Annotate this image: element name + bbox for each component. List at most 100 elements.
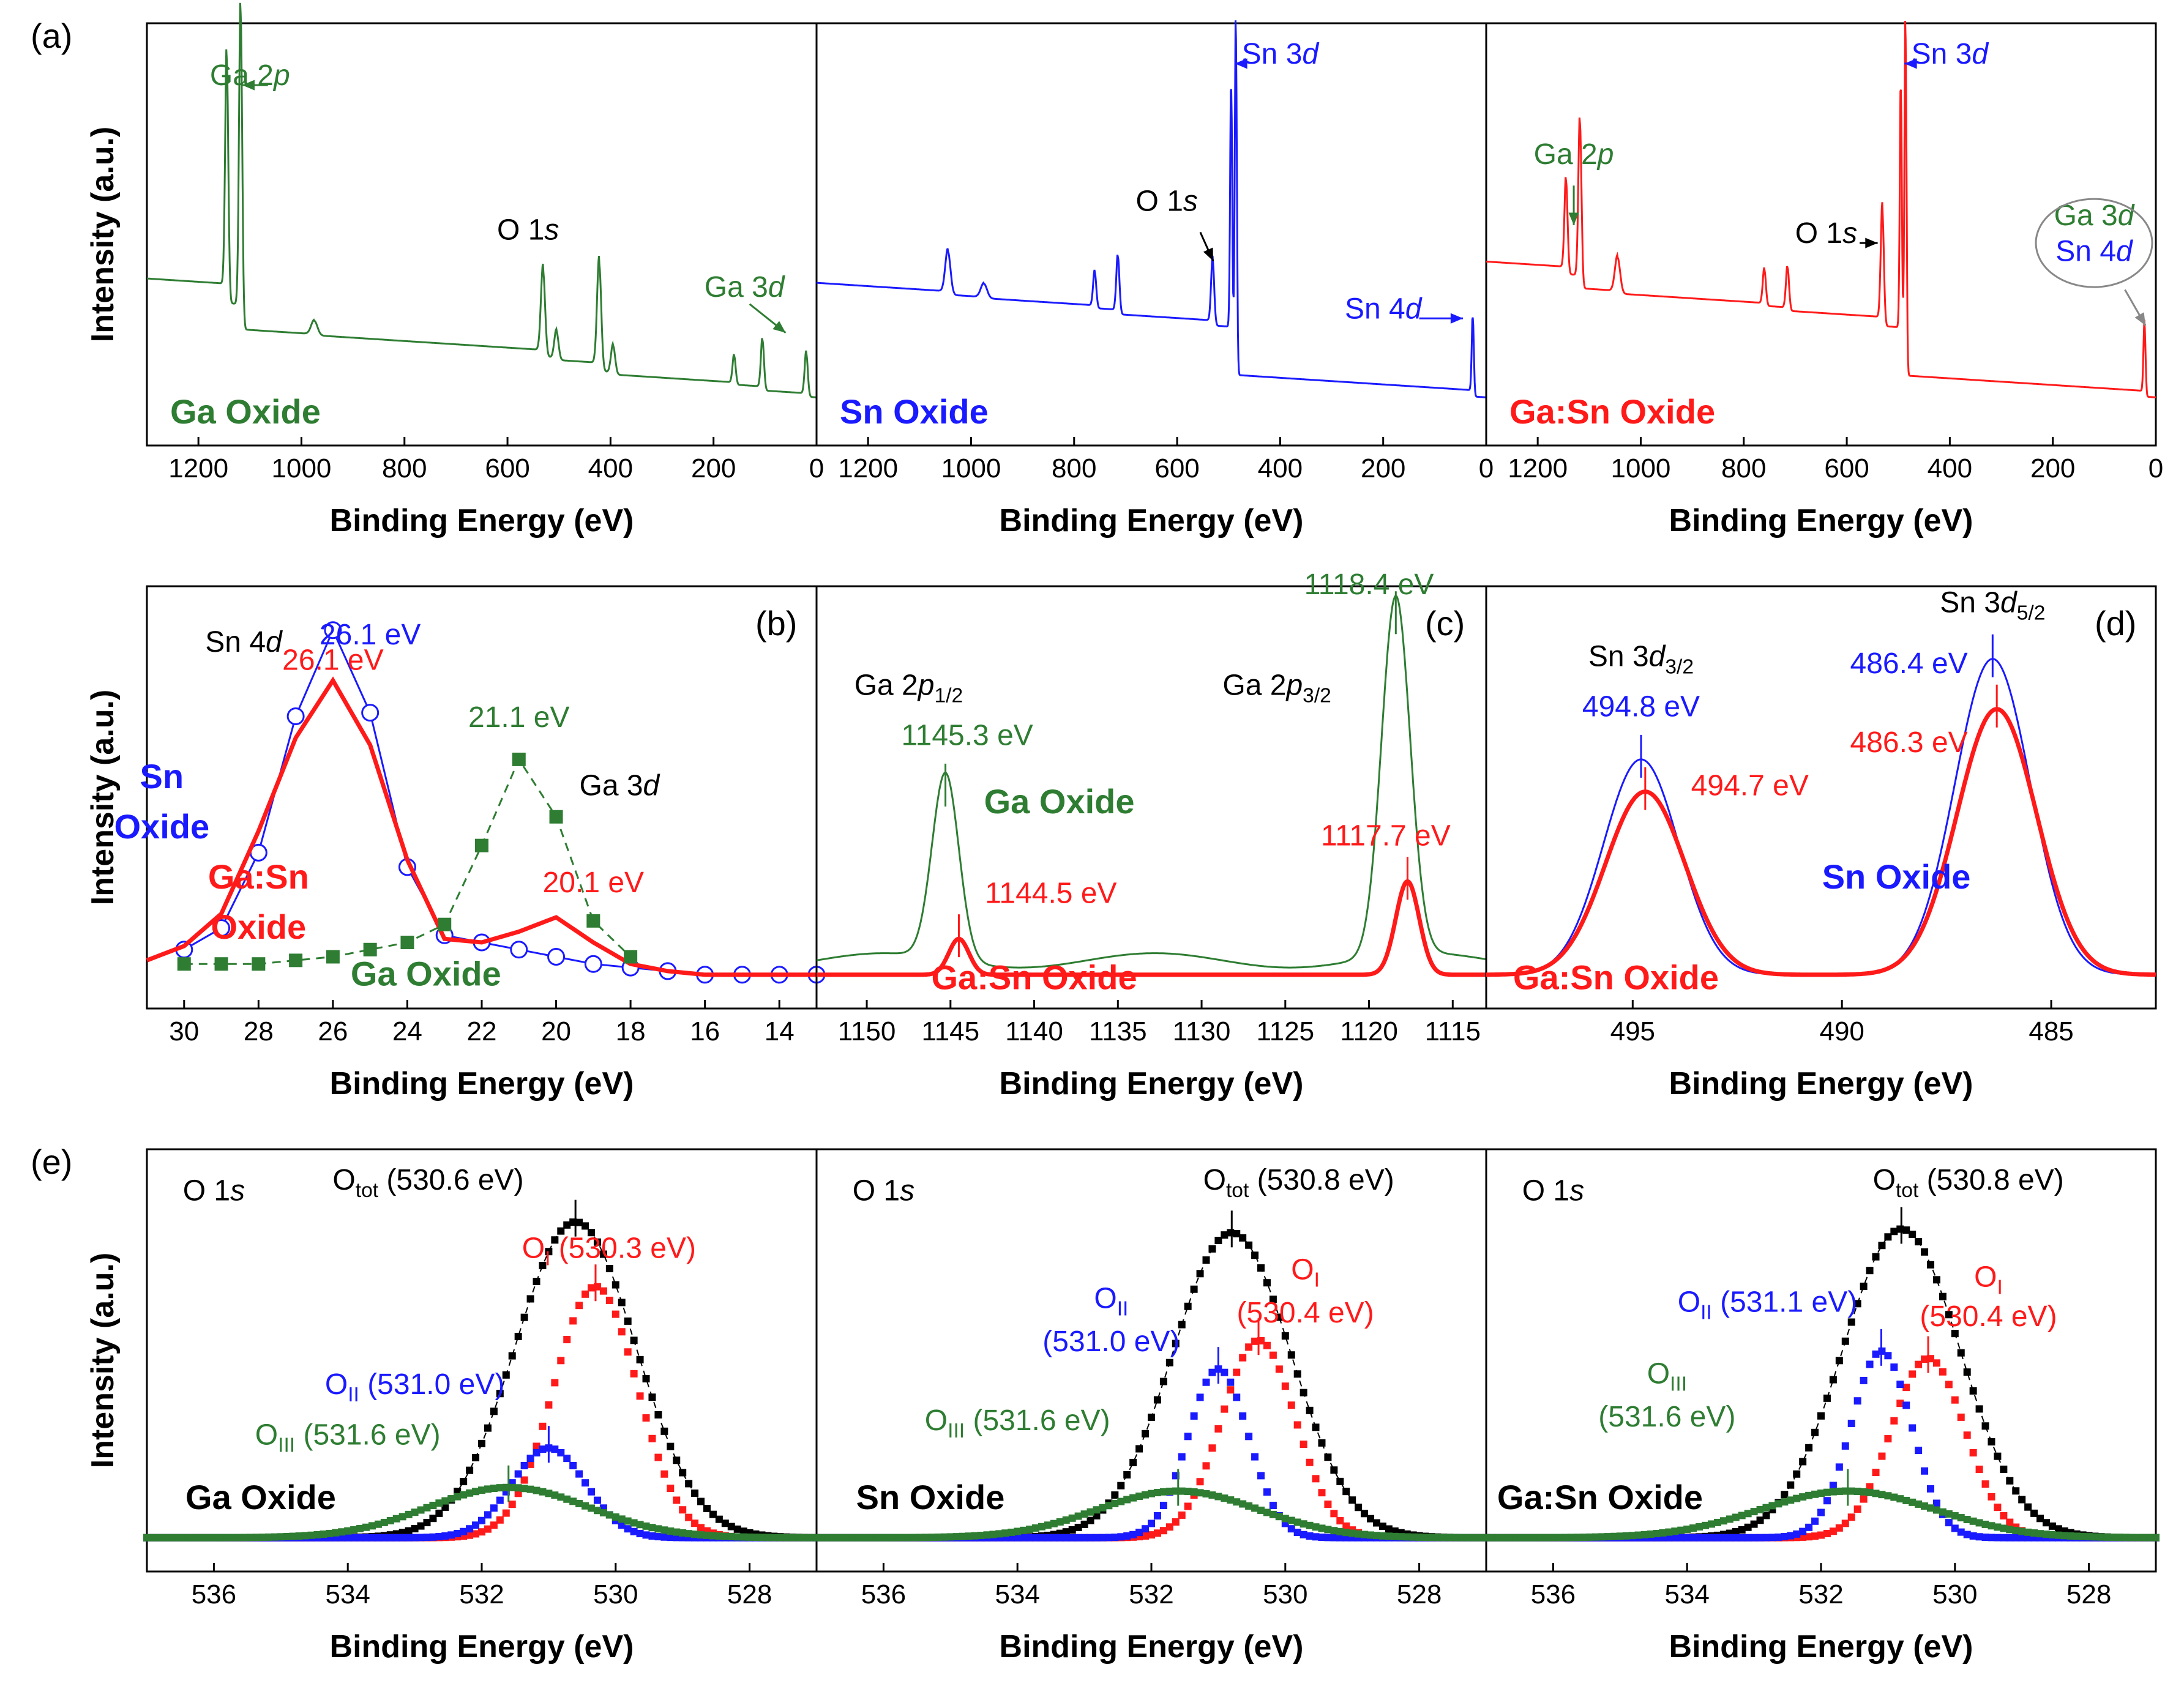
- x-tick-label: 1000: [1611, 453, 1671, 483]
- data-point-oiii: [1196, 1489, 1204, 1497]
- annotation-label: 1118.4 eV: [1304, 569, 1434, 601]
- data-point-oii: [478, 1516, 485, 1524]
- annotation-label: 26.1 eV: [320, 619, 421, 651]
- data-point-oiii: [588, 1504, 596, 1512]
- data-point-oiii: [2115, 1534, 2123, 1542]
- annotation-label: Sn 4d: [1345, 293, 1423, 325]
- data-point-oii: [1269, 1502, 1277, 1510]
- x-tick-label: 14: [765, 1016, 795, 1046]
- data-point-oii: [1257, 1472, 1265, 1480]
- annotation-label: Ga Oxide: [984, 782, 1135, 821]
- annotation-label: OIII (531.6 eV): [925, 1404, 1110, 1442]
- arrow-head: [1568, 212, 1579, 225]
- annotation-label: Sn 3d: [1912, 38, 1989, 70]
- data-point-oiii: [161, 1534, 169, 1542]
- x-tick-label: 400: [1928, 453, 1972, 483]
- x-tick-label: 26: [318, 1016, 348, 1046]
- data-point-oi: [648, 1434, 656, 1442]
- data-point-oiii: [1543, 1534, 1551, 1542]
- data-point-oii: [1293, 1529, 1301, 1537]
- data-point-oiii: [2000, 1524, 2008, 1532]
- data-point-oiii: [551, 1491, 559, 1499]
- data-point-oiii: [1068, 1514, 1076, 1522]
- data-point-oii: [1738, 1534, 1746, 1542]
- annotation-label: 1145.3 eV: [902, 719, 1033, 751]
- data-point-oiii: [1805, 1491, 1813, 1499]
- data-point-oiii: [983, 1531, 991, 1539]
- data-point-oiii: [940, 1533, 948, 1541]
- data-point-oiii: [1074, 1512, 1082, 1520]
- data-point: [363, 942, 377, 956]
- data-point-oiii: [2103, 1533, 2111, 1541]
- data-point-oi: [1184, 1502, 1192, 1510]
- data-point-oii: [636, 1530, 644, 1538]
- data-point-oiii: [2085, 1533, 2093, 1541]
- x-tick-label: 532: [459, 1579, 504, 1609]
- data-point-oiii: [837, 1534, 845, 1542]
- data-point-oi: [490, 1521, 498, 1529]
- data-point-oii: [642, 1531, 650, 1539]
- data-point-oi: [1275, 1365, 1283, 1373]
- data-point-otot: [1860, 1282, 1868, 1290]
- data-point-oi: [514, 1490, 522, 1497]
- data-point-oiii: [210, 1534, 218, 1542]
- data-point-oi: [1318, 1489, 1326, 1497]
- data-point-oi: [1336, 1517, 1344, 1525]
- data-point-oii: [1963, 1531, 1971, 1538]
- data-point-oi: [1799, 1533, 1807, 1541]
- data-point-oii: [563, 1455, 571, 1463]
- data-point-oiii: [1744, 1510, 1752, 1518]
- data-point-otot: [673, 1456, 681, 1464]
- chart-e2: 536 534 532 530 528 Binding Energy (eV) O 1s Ot…: [813, 1148, 1490, 1665]
- data-point-oiii: [861, 1534, 869, 1542]
- data-point-oiii: [1988, 1522, 1995, 1530]
- panel-letter: (e): [31, 1143, 72, 1181]
- data-point-oii: [392, 1534, 400, 1542]
- x-tick-label: 1120: [1340, 1016, 1398, 1046]
- data-point-oiii: [557, 1493, 565, 1501]
- data-point-oiii: [685, 1530, 693, 1538]
- data-point-oii: [423, 1534, 431, 1542]
- data-point-otot: [1184, 1302, 1192, 1310]
- data-point-oii: [1245, 1433, 1253, 1441]
- y-axis-title: Intensity (a.u.): [85, 127, 121, 342]
- x-axis-title: Binding Energy (eV): [1669, 1629, 1973, 1665]
- annotation-label: O 1s: [1136, 185, 1198, 217]
- data-point-oiii: [435, 1499, 443, 1507]
- data-point-oiii: [1257, 1506, 1265, 1514]
- data-point-oiii: [1713, 1518, 1721, 1526]
- data-point-oiii: [1050, 1519, 1058, 1527]
- x-tick-label: 536: [861, 1579, 906, 1609]
- data-point-oiii: [1470, 1534, 1478, 1542]
- data-point-otot: [1281, 1332, 1289, 1340]
- data-point-oiii: [1099, 1504, 1107, 1512]
- data-point-oiii: [709, 1532, 717, 1540]
- data-point-oii: [1080, 1534, 1088, 1542]
- data-point-oiii: [1574, 1534, 1582, 1542]
- data-point-oiii: [2134, 1534, 2142, 1542]
- data-point-oii: [362, 1534, 370, 1542]
- data-point-oiii: [825, 1534, 832, 1542]
- arrow-head: [1450, 313, 1464, 324]
- data-point-oiii: [2091, 1533, 2099, 1541]
- data-point-oiii: [1909, 1498, 1917, 1506]
- data-point-oiii: [1165, 1487, 1173, 1495]
- data-point-oii: [1689, 1534, 1697, 1542]
- data-point-oii: [356, 1534, 364, 1542]
- data-point-oii: [429, 1533, 437, 1541]
- annotation-label: Sn 4d: [205, 626, 283, 658]
- data-point-oiii: [1689, 1524, 1697, 1532]
- data-point-oi: [1202, 1462, 1210, 1470]
- data-point-oiii: [1221, 1494, 1228, 1502]
- data-point-oi: [624, 1348, 632, 1356]
- data-point: [177, 957, 191, 971]
- data-point-oiii: [703, 1531, 711, 1539]
- data-point-otot: [593, 1238, 601, 1246]
- data-point-oiii: [1896, 1495, 1904, 1503]
- data-point-oii: [1896, 1381, 1904, 1389]
- x-axis-title: Binding Energy (eV): [330, 503, 634, 539]
- data-point-oiii: [667, 1527, 675, 1535]
- data-point-oiii: [1153, 1489, 1161, 1497]
- data-point-oiii: [1269, 1510, 1277, 1518]
